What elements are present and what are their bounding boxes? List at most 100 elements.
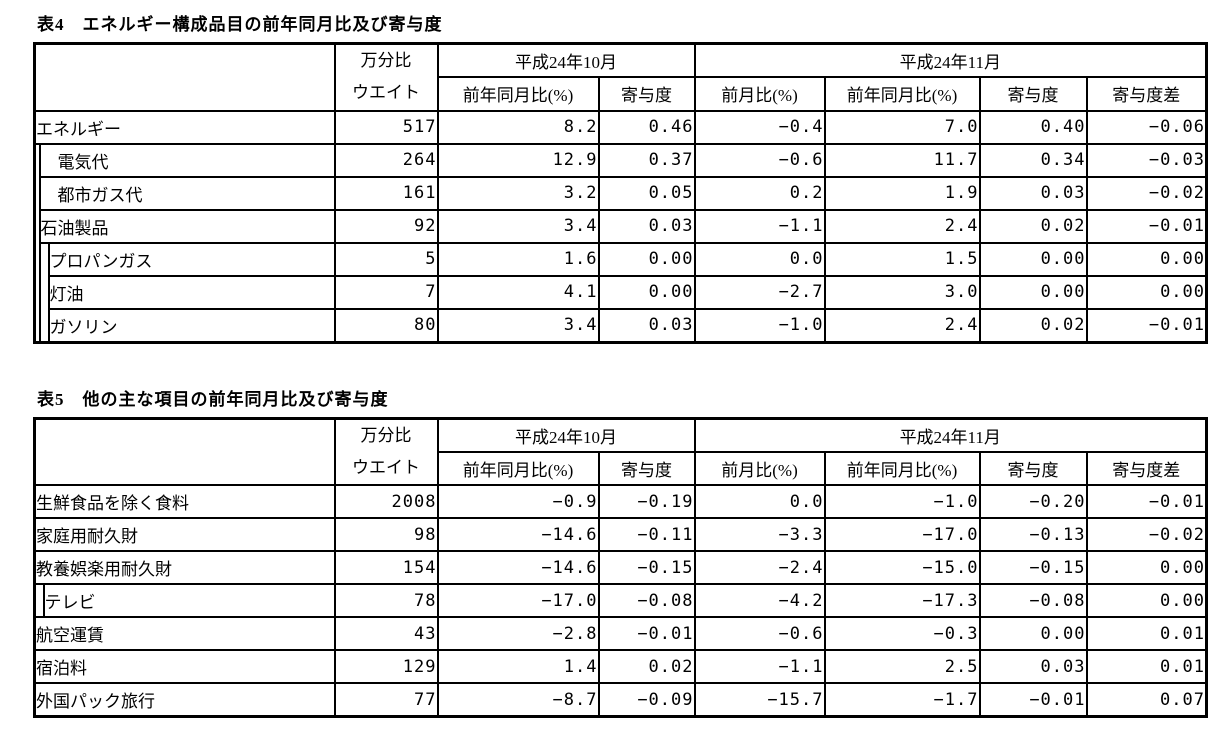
table-row: 電気代 264 12.9 0.37 −0.6 11.7 0.34 −0.03 [33,142,1208,344]
cell-oct-contrib: 0.37 [597,142,696,178]
cell-nov-yoy: 2.4 [823,208,981,244]
cell-weight: 98 [333,517,439,553]
cell-oct-contrib: 0.05 [597,175,696,211]
cell-nov-mom: −15.7 [693,682,826,718]
cell-oct-yoy: 8.2 [436,109,600,145]
table-row: 外国パック旅行 77 −8.7 −0.09 −15.7 −1.7 −0.01 0… [33,682,1208,718]
cell-nov-contrib: 0.00 [978,241,1088,277]
cell-oct-yoy: 1.6 [436,241,600,277]
row-label: エネルギー [33,109,336,145]
cell-nov-contrib: 0.00 [978,274,1088,310]
cell-nov-mom: 0.0 [693,484,826,520]
header-group-nov: 平成24年11月 [693,42,1208,79]
table4: 万分比 ウエイト 平成24年10月 平成24年11月 前年同月比(%) 寄与度 … [33,42,1209,344]
cell-oct-contrib: −0.15 [597,550,696,586]
cell-oct-contrib: 0.03 [597,307,696,344]
cell-nov-contrib: −0.01 [978,682,1088,718]
cell-oct-contrib: 0.03 [597,208,696,244]
cell-nov-yoy: 3.0 [823,274,981,310]
cell-oct-contrib: −0.19 [597,484,696,520]
cell-nov-mom: −1.1 [693,649,826,685]
header-nov-diff: 寄与度差 [1085,450,1208,487]
cell-nov-mom: 0.2 [693,175,826,211]
cell-oct-yoy: 1.4 [436,649,600,685]
cell-nov-mom: 0.0 [693,241,826,277]
row-label: 電気代 [38,142,336,178]
cell-nov-contrib: −0.15 [978,550,1088,586]
row-label: 灯油 [47,274,336,310]
cell-nov-diff: −0.03 [1085,142,1208,178]
cell-nov-diff: 0.00 [1085,550,1208,586]
row-label: 都市ガス代 [38,175,336,211]
cell-oct-yoy: −17.0 [436,583,600,619]
cell-nov-diff: −0.02 [1085,175,1208,211]
cell-oct-contrib: −0.11 [597,517,696,553]
cell-nov-contrib: −0.13 [978,517,1088,553]
cell-nov-yoy: 1.9 [823,175,981,211]
cell-oct-yoy: −14.6 [436,517,600,553]
table-row: 都市ガス代 161 3.2 0.05 0.2 1.9 0.03 −0.02 [35,175,1208,211]
header-oct-yoy: 前年同月比(%) [436,450,600,487]
cell-nov-contrib: 0.03 [978,649,1088,685]
row-label: 生鮮食品を除く食料 [33,484,336,520]
header-nov-diff: 寄与度差 [1085,76,1208,112]
cell-nov-yoy: 2.5 [823,649,981,685]
table-row: 生鮮食品を除く食料 2008 −0.9 −0.19 0.0 −1.0 −0.20… [33,484,1208,520]
header-row-columns: 前年同月比(%) 寄与度 前月比(%) 前年同月比(%) 寄与度 寄与度差 [35,76,1208,112]
hierarchy-guide-level2 [38,241,50,344]
cell-nov-diff: −0.01 [1085,208,1208,244]
cell-nov-contrib: 0.34 [978,142,1088,178]
cell-nov-mom: −2.7 [693,274,826,310]
table-row: ガソリン 80 3.4 0.03 −1.0 2.4 0.02 −0.01 [35,307,1208,344]
header-nov-contrib: 寄与度 [978,76,1088,112]
table-row: 航空運賃 43 −2.8 −0.01 −0.6 −0.3 0.00 0.01 [33,616,1208,652]
cell-nov-mom: −1.0 [693,307,826,344]
cell-nov-yoy: −1.0 [823,484,981,520]
cell-nov-mom: −0.4 [693,109,826,145]
row-label: 家庭用耐久財 [33,517,336,553]
cell-weight: 77 [333,682,439,718]
cell-oct-yoy: 3.2 [436,175,600,211]
table5-title: 表5 他の主な項目の前年同月比及び寄与度 [37,389,389,409]
cell-nov-diff: −0.01 [1085,307,1208,344]
cell-nov-contrib: −0.08 [978,583,1088,619]
cell-nov-diff: 0.07 [1085,682,1208,718]
cell-oct-contrib: −0.01 [597,616,696,652]
header-nov-mom: 前月比(%) [693,450,826,487]
header-weight-line1: 万分比 [360,51,412,70]
header-row-columns: 前年同月比(%) 寄与度 前月比(%) 前年同月比(%) 寄与度 寄与度差 [35,450,1208,487]
cell-nov-diff: 0.01 [1085,649,1208,685]
cell-weight: 5 [333,241,439,277]
cell-nov-yoy: 11.7 [823,142,981,178]
cell-oct-contrib: 0.02 [597,649,696,685]
cell-oct-yoy: 12.9 [436,142,600,178]
table-row: 石油製品 92 3.4 0.03 −1.1 2.4 0.02 −0.01 [35,208,1208,244]
row-label: プロパンガス [47,241,336,277]
cell-nov-mom: −1.1 [693,208,826,244]
cell-nov-mom: −2.4 [693,550,826,586]
cell-oct-contrib: −0.09 [597,682,696,718]
row-label: 宿泊料 [33,649,336,685]
cell-oct-yoy: −0.9 [436,484,600,520]
cell-weight: 154 [333,550,439,586]
table-row: プロパンガス 5 1.6 0.00 0.0 1.5 0.00 0.00 [35,241,1208,344]
header-group-nov: 平成24年11月 [693,417,1208,453]
cell-oct-contrib: −0.08 [597,583,696,619]
header-nov-yoy: 前年同月比(%) [823,76,981,112]
cell-nov-contrib: 0.02 [978,307,1088,344]
header-group-oct: 平成24年10月 [436,42,696,79]
cell-oct-yoy: 4.1 [436,274,600,310]
header-nov-yoy: 前年同月比(%) [823,450,981,487]
header-oct-contrib: 寄与度 [597,450,696,487]
cell-oct-contrib: 0.00 [597,241,696,277]
row-label: 教養娯楽用耐久財 [33,550,336,586]
cell-nov-contrib: 0.40 [978,109,1088,145]
cell-weight: 7 [333,274,439,310]
cell-nov-diff: 0.00 [1085,241,1208,277]
cell-weight: 92 [333,208,439,244]
row-label: テレビ [42,583,336,619]
cell-nov-mom: −0.6 [693,616,826,652]
header-weight-cell: 万分比 ウエイト [333,42,439,112]
header-oct-yoy: 前年同月比(%) [436,76,600,112]
